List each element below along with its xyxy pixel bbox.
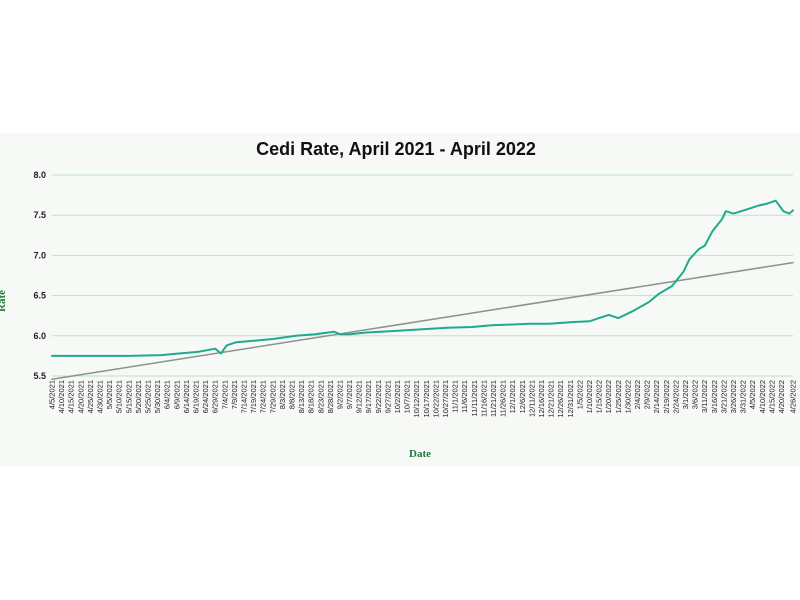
x-tick-label: 8/8/2021 (287, 380, 296, 409)
x-tick-label: 8/3/2021 (278, 380, 287, 409)
series-lines (51, 199, 794, 380)
trend-line (51, 261, 794, 380)
x-tick-label: 1/25/2022 (614, 380, 623, 413)
x-tick-label: 11/16/2021 (479, 380, 488, 417)
x-tick-label: 2/24/2022 (671, 380, 680, 413)
y-tick-label: 7.0 (33, 250, 46, 260)
x-tick-label: 6/9/2021 (172, 380, 181, 409)
x-axis-title: Date (409, 448, 431, 460)
rate-series-line (51, 199, 794, 357)
x-tick-label: 10/22/2021 (431, 380, 440, 418)
x-tick-label: 12/26/2021 (556, 380, 565, 418)
x-tick-label: 4/5/2022 (748, 380, 757, 409)
x-tick-label: 9/7/2021 (345, 380, 354, 409)
x-tick-label: 12/31/2021 (566, 380, 575, 418)
x-tick-label: 12/16/2021 (537, 380, 546, 418)
x-tick-label: 9/2/2021 (335, 380, 344, 409)
x-tick-label: 10/27/2021 (441, 380, 450, 418)
x-tick-label: 4/26/2022 (789, 380, 798, 413)
x-tick-label: 4/15/2021 (67, 380, 76, 413)
x-tick-label: 5/30/2021 (153, 380, 162, 413)
y-tick-label: 7.5 (33, 210, 46, 220)
x-tick-label: 4/20/2022 (777, 380, 786, 413)
y-tick-label: 5.5 (33, 371, 46, 381)
x-tick-label: 8/28/2021 (326, 380, 335, 413)
x-tick-label: 4/10/2022 (758, 380, 767, 413)
x-tick-label: 2/14/2022 (652, 380, 661, 413)
x-tick-label: 6/14/2021 (182, 380, 191, 413)
x-tick-label: 3/31/2022 (739, 380, 748, 413)
x-tick-label: 6/4/2021 (163, 380, 172, 409)
x-tick-label: 3/1/2022 (681, 380, 690, 409)
x-tick-label: 5/25/2021 (143, 380, 152, 413)
x-tick-label: 3/21/2022 (719, 380, 728, 413)
x-tick-label: 2/4/2022 (633, 380, 642, 409)
x-tick-label: 1/20/2022 (604, 380, 613, 413)
x-tick-label: 8/23/2021 (316, 380, 325, 413)
y-axis-title: Rate (0, 290, 8, 312)
x-tick-label: 1/15/2022 (595, 380, 604, 413)
grid-lines (52, 174, 793, 377)
y-axis-ticks: 5.5 6.0 6.5 7.0 7.5 8.0 (33, 170, 46, 381)
x-tick-label: 6/29/2021 (211, 380, 220, 413)
x-tick-label: 9/17/2021 (364, 380, 373, 413)
x-tick-label: 11/6/2021 (460, 380, 469, 413)
x-tick-label: 5/15/2021 (124, 380, 133, 413)
x-tick-label: 12/11/2021 (527, 380, 536, 417)
x-tick-label: 11/21/2021 (489, 380, 498, 417)
x-tick-label: 12/6/2021 (518, 380, 527, 413)
x-tick-label: 9/22/2021 (374, 380, 383, 413)
x-tick-label: 10/7/2021 (403, 380, 412, 413)
x-tick-label: 1/10/2022 (585, 380, 594, 413)
chart-panel: Cedi Rate, April 2021 - April 2022 5.5 6.… (0, 133, 800, 466)
x-tick-label: 7/4/2021 (220, 380, 229, 409)
x-tick-label: 4/20/2021 (76, 380, 85, 413)
x-tick-label: 3/6/2022 (691, 380, 700, 409)
x-tick-label: 1/30/2022 (623, 380, 632, 413)
x-tick-label: 8/18/2021 (307, 380, 316, 413)
x-tick-label: 4/5/2021 (48, 380, 57, 409)
x-tick-label: 9/12/2021 (355, 380, 364, 413)
x-tick-label: 7/9/2021 (230, 380, 239, 409)
x-tick-label: 2/9/2022 (643, 380, 652, 409)
x-tick-label: 3/11/2022 (700, 380, 709, 413)
x-axis-ticks: 4/5/2021 4/10/2021 4/15/2021 4/20/2021 4/25/… (48, 380, 798, 418)
x-tick-label: 12/21/2021 (547, 380, 556, 418)
x-tick-label: 4/30/2021 (95, 380, 104, 413)
x-tick-label: 10/12/2021 (412, 380, 421, 418)
chart-title: Cedi Rate, April 2021 - April 2022 (256, 139, 536, 159)
x-tick-label: 3/26/2022 (729, 380, 738, 413)
x-tick-label: 2/19/2022 (662, 380, 671, 413)
x-tick-label: 6/19/2021 (191, 380, 200, 413)
y-tick-label: 6.5 (33, 291, 46, 301)
y-tick-label: 6.0 (33, 331, 46, 341)
x-tick-label: 5/5/2021 (105, 380, 114, 409)
x-tick-label: 7/29/2021 (268, 380, 277, 413)
x-tick-label: 11/11/2021 (470, 380, 479, 416)
x-tick-label: 4/15/2022 (767, 380, 776, 413)
x-tick-label: 3/16/2022 (710, 380, 719, 413)
x-tick-label: 4/10/2021 (57, 380, 66, 413)
x-tick-label: 5/20/2021 (134, 380, 143, 413)
x-tick-label: 11/26/2021 (499, 380, 508, 417)
x-tick-label: 7/14/2021 (239, 380, 248, 413)
y-tick-label: 8.0 (33, 170, 46, 180)
x-tick-label: 12/1/2021 (508, 380, 517, 413)
x-tick-label: 11/1/2021 (451, 380, 460, 413)
x-tick-label: 6/24/2021 (201, 380, 210, 413)
x-tick-label: 5/10/2021 (115, 380, 124, 413)
x-tick-label: 8/13/2021 (297, 380, 306, 413)
line-chart: Cedi Rate, April 2021 - April 2022 5.5 6.… (0, 139, 798, 460)
x-tick-label: 1/5/2022 (575, 380, 584, 409)
x-tick-label: 9/27/2021 (383, 380, 392, 413)
x-tick-label: 10/2/2021 (393, 380, 402, 413)
x-tick-label: 7/19/2021 (249, 380, 258, 413)
x-tick-label: 10/17/2021 (422, 380, 431, 418)
x-tick-label: 7/24/2021 (259, 380, 268, 413)
x-tick-label: 4/25/2021 (86, 380, 95, 413)
